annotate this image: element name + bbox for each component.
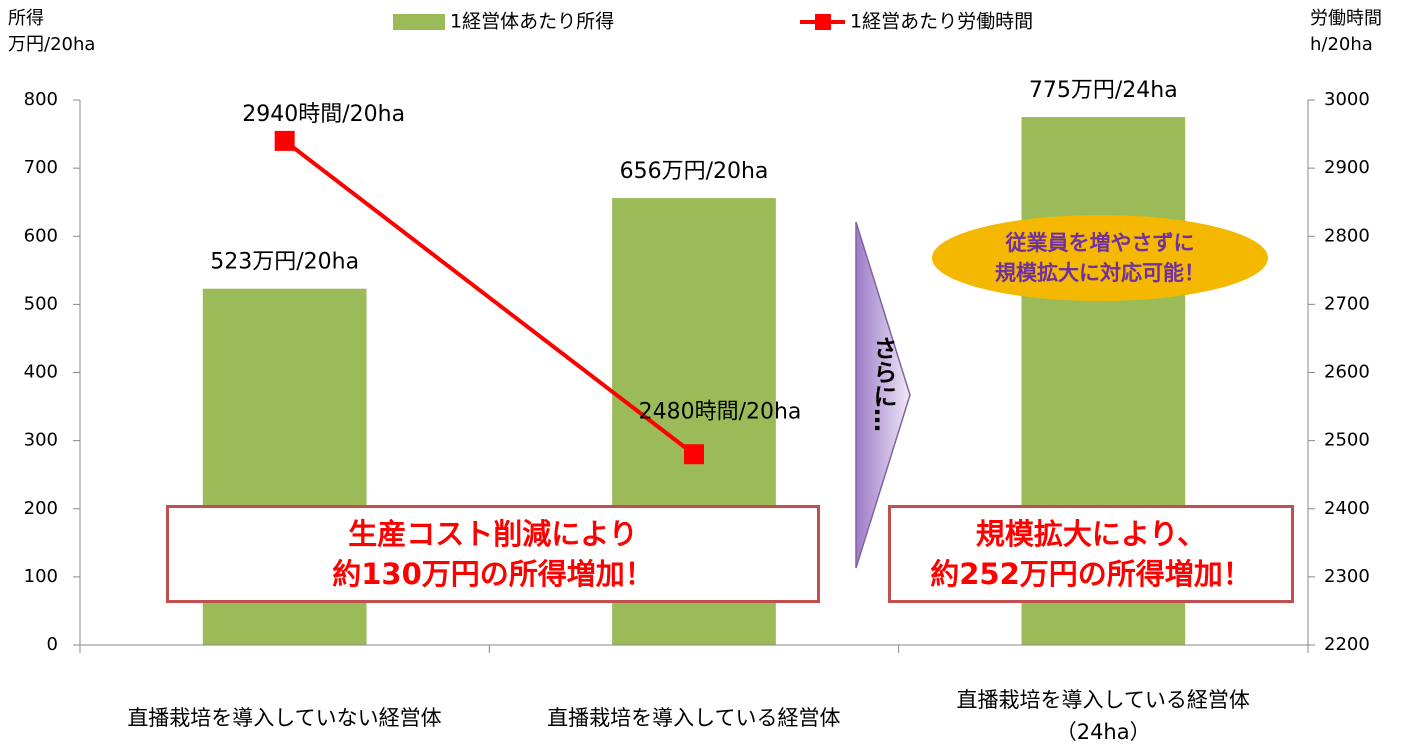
line-value-label: 2480時間/20ha: [639, 399, 802, 424]
y-tick-label: 200: [24, 498, 58, 519]
legend-label: 1経営あたり労働時間: [850, 11, 1033, 33]
y2-axis-label: 労働時間 h/20ha: [1310, 8, 1382, 55]
y-tick-label: 800: [24, 89, 58, 110]
legend-label: 1経営体あたり所得: [450, 11, 614, 33]
arrow-shape: [855, 221, 911, 569]
y2-tick-label: 3000: [1324, 89, 1370, 110]
y-tick-label: 400: [24, 362, 58, 383]
x-tick-label: 直播栽培を導入している経営体 （24ha）: [956, 688, 1250, 744]
y-tick-label: 100: [24, 566, 58, 587]
annotation-box: 生産コスト削減により 約130万円の所得増加！: [166, 505, 820, 603]
callout-ellipse: [932, 215, 1268, 301]
y-tick-label: 500: [24, 293, 58, 314]
line: [283, 139, 696, 456]
bar-value-label: 775万円/24ha: [1029, 78, 1178, 103]
y2-tick-label: 2900: [1324, 157, 1370, 178]
y-axis-label: 所得 万円/20ha: [8, 8, 96, 55]
line-marker: [274, 130, 295, 151]
y2-tick-label: 2200: [1324, 634, 1370, 655]
arrow-text: さらに…: [869, 336, 897, 432]
y2-tick-label: 2800: [1324, 225, 1370, 246]
y2-tick-label: 2700: [1324, 293, 1370, 314]
x-tick-label: 直播栽培を導入していない経営体: [127, 706, 442, 730]
y-tick-label: 600: [24, 225, 58, 246]
legend-swatch: [393, 14, 445, 30]
line-value-label: 2940時間/20ha: [242, 102, 405, 127]
callout-text: 従業員を増やさずに 規模拡大に対応可能！: [995, 231, 1205, 285]
y-tick-label: 0: [47, 634, 58, 655]
y-tick-label: 300: [24, 430, 58, 451]
bar-value-label: 523万円/20ha: [210, 250, 359, 275]
y2-tick-label: 2400: [1324, 498, 1370, 519]
bar-value-label: 656万円/20ha: [620, 159, 769, 184]
y2-tick-label: 2600: [1324, 362, 1370, 383]
x-tick-label: 直播栽培を導入している経営体: [547, 706, 841, 730]
y-tick-label: 700: [24, 157, 58, 178]
annotation-box: 規模拡大により、 約252万円の所得増加！: [888, 505, 1294, 603]
line-marker: [684, 444, 704, 465]
y2-tick-label: 2500: [1324, 430, 1370, 451]
legend-marker: [815, 14, 831, 30]
y2-tick-label: 2300: [1324, 566, 1370, 587]
